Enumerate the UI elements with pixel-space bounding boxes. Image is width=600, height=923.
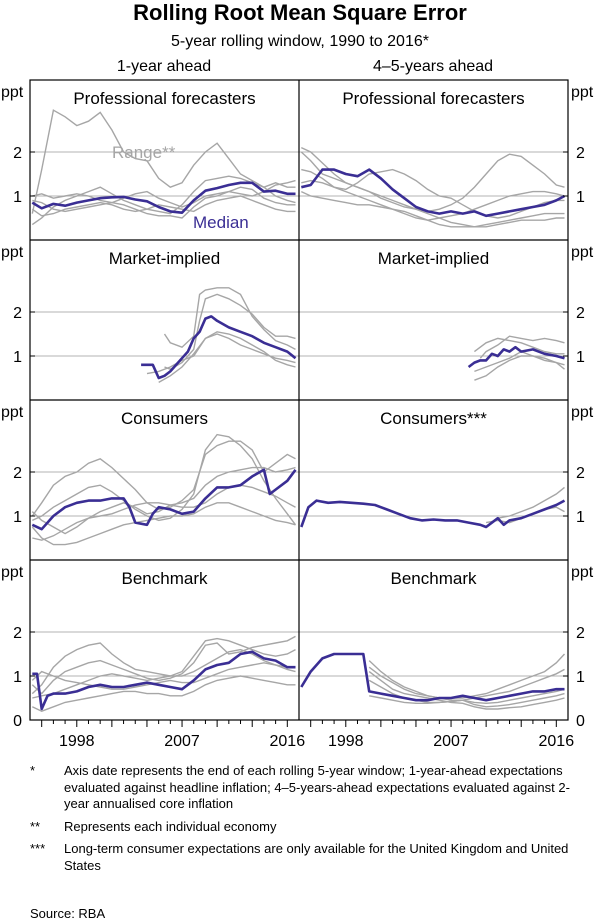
range-line xyxy=(32,179,296,208)
footnote: ** Represents each individual economy xyxy=(30,819,590,836)
y-tick-label: 1 xyxy=(13,669,22,686)
column-header-left: 1-year ahead xyxy=(116,58,212,75)
y-axis-unit: ppt xyxy=(1,244,24,261)
footnote-text: Represents each individual economy xyxy=(64,818,277,834)
y-tick-label: 1 xyxy=(576,189,585,206)
footnotes: * Axis date represents the end of each r… xyxy=(30,763,590,880)
footnote-mark: *** xyxy=(30,841,46,856)
y-tick-label: 2 xyxy=(13,465,22,482)
x-tick-label: 2016 xyxy=(539,733,575,750)
column-header-right: 4–5-years ahead xyxy=(372,58,494,75)
median-line xyxy=(31,468,297,531)
median-annotation: Median xyxy=(193,213,249,232)
range-line xyxy=(473,337,565,355)
y-tick-label: 2 xyxy=(576,305,585,322)
chart-subtitle: 5-year rolling window, 1990 to 2016* xyxy=(171,33,429,50)
y-tick-label: 2 xyxy=(13,625,22,642)
x-tick-label: 1998 xyxy=(328,733,364,750)
range-series-group xyxy=(31,109,296,226)
footnote-mark: * xyxy=(30,763,36,778)
panel-title: Consumers xyxy=(121,409,208,428)
panel-title: Professional forecasters xyxy=(342,89,524,108)
chart-area: Professional forecasters Professional for… xyxy=(1,79,594,750)
range-line xyxy=(31,109,296,214)
range-line xyxy=(31,466,296,535)
range-line xyxy=(146,331,296,375)
median-line xyxy=(300,652,565,702)
y-tick-label: 0 xyxy=(13,713,22,730)
y-tick-label: 2 xyxy=(576,625,585,642)
y-tick-label: 1 xyxy=(576,509,585,526)
footnote-text: Axis date represents the end of each rol… xyxy=(64,763,570,811)
range-line xyxy=(368,660,565,701)
range-series-group xyxy=(31,635,296,712)
median-line xyxy=(301,168,566,218)
y-tick-label: 2 xyxy=(13,305,22,322)
panel-title: Professional forecasters xyxy=(73,89,255,108)
y-tick-label: 2 xyxy=(13,145,22,162)
y-tick-label: 1 xyxy=(576,669,585,686)
x-tick-label: 2007 xyxy=(164,733,200,750)
y-tick-label: 2 xyxy=(576,145,585,162)
x-tick-label: 2007 xyxy=(433,733,469,750)
range-line xyxy=(31,662,296,690)
x-tick-label: 2016 xyxy=(270,733,306,750)
y-axis-unit: ppt xyxy=(571,564,594,581)
range-line xyxy=(32,186,296,219)
footnote-text: Long-term consumer expectations are only… xyxy=(64,841,569,873)
range-line xyxy=(301,190,565,228)
chart-title: Rolling Root Mean Square Error xyxy=(133,0,467,25)
y-axis-unit: ppt xyxy=(1,404,24,421)
median-line xyxy=(32,650,296,711)
median-line xyxy=(31,181,296,214)
panel-title: Market-implied xyxy=(378,249,489,268)
footnote: * Axis date represents the end of each r… xyxy=(30,763,590,813)
panel-title: Market-implied xyxy=(109,249,220,268)
range-series-group xyxy=(31,433,297,546)
range-line xyxy=(32,433,297,526)
range-annotation: Range** xyxy=(112,143,176,162)
y-tick-label: 1 xyxy=(13,349,22,366)
range-series-group xyxy=(368,653,566,710)
footnote-mark: ** xyxy=(30,818,41,834)
y-axis-unit: ppt xyxy=(571,84,594,101)
median-line xyxy=(467,345,565,369)
y-axis-unit: ppt xyxy=(1,84,24,101)
y-tick-label: 1 xyxy=(576,349,585,366)
range-line xyxy=(31,195,296,217)
range-line xyxy=(31,637,296,695)
range-line xyxy=(32,484,296,541)
range-line xyxy=(32,648,296,699)
range-series-group xyxy=(300,146,565,228)
y-axis-unit: ppt xyxy=(571,244,594,261)
range-line xyxy=(479,335,565,359)
panel-title: Consumers*** xyxy=(380,409,487,428)
range-line xyxy=(31,502,296,546)
y-axis-unit: ppt xyxy=(1,564,24,581)
range-series-group xyxy=(146,287,296,384)
y-tick-label: 2 xyxy=(576,465,585,482)
range-line xyxy=(368,671,565,710)
range-line xyxy=(31,635,296,695)
range-line xyxy=(163,287,296,351)
y-tick-label: 1 xyxy=(13,189,22,206)
y-tick-label: 1 xyxy=(13,509,22,526)
range-line xyxy=(158,333,296,384)
range-line xyxy=(369,692,565,708)
range-line xyxy=(300,151,565,213)
median-line xyxy=(300,499,566,529)
range-line xyxy=(301,168,565,221)
footnote: *** Long-term consumer expectations are … xyxy=(30,841,590,874)
range-line xyxy=(301,168,565,219)
median-line xyxy=(141,315,297,380)
y-axis-unit: ppt xyxy=(571,404,594,421)
source-note: Source: RBA xyxy=(30,906,106,921)
range-line xyxy=(32,675,296,712)
panel-title: Benchmark xyxy=(122,569,208,588)
y-tick-label: 0 xyxy=(576,713,585,730)
range-line xyxy=(485,486,565,528)
range-line xyxy=(301,146,565,228)
panel-title: Benchmark xyxy=(391,569,477,588)
x-tick-label: 1998 xyxy=(59,733,95,750)
